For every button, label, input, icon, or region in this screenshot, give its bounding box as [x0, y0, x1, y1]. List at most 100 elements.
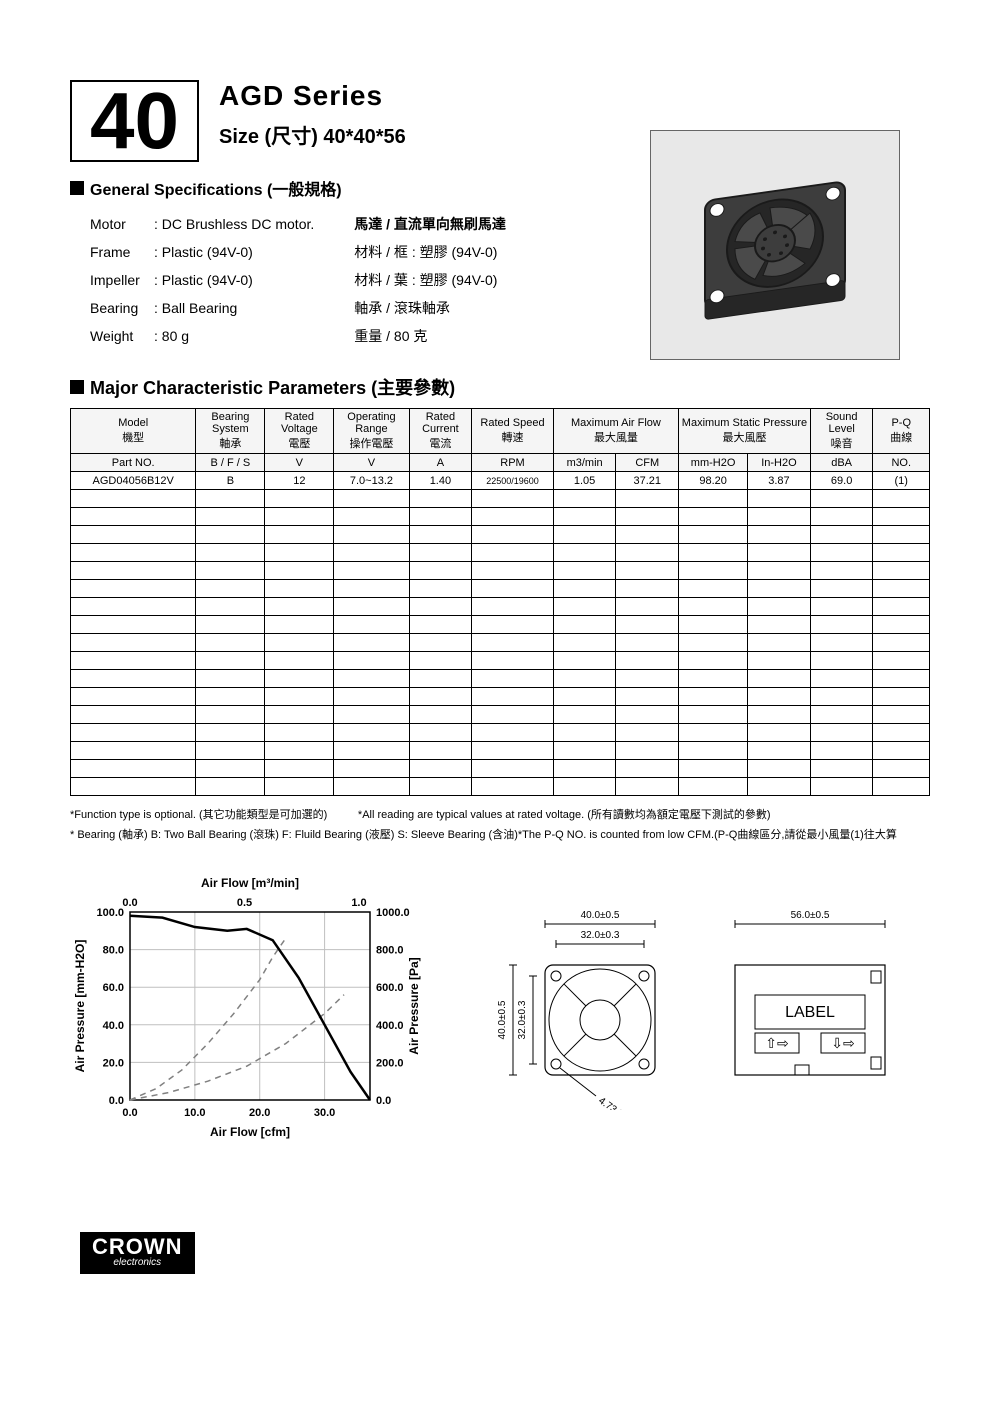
svg-text:Air Flow [cfm]: Air Flow [cfm]	[210, 1125, 290, 1139]
td-empty	[409, 742, 472, 760]
svg-text:0.0: 0.0	[109, 1095, 124, 1107]
td-empty	[553, 526, 616, 544]
footnote: *All reading are typical values at rated…	[358, 809, 771, 821]
svg-text:⇩⇨: ⇩⇨	[831, 1035, 855, 1051]
td-empty	[873, 616, 930, 634]
td-empty	[196, 580, 265, 598]
td-empty	[748, 580, 811, 598]
td-empty	[748, 490, 811, 508]
svg-text:32.0±0.3: 32.0±0.3	[581, 930, 620, 941]
svg-text:60.0: 60.0	[103, 982, 124, 994]
td-empty	[748, 652, 811, 670]
td-empty	[679, 706, 748, 724]
td-empty	[553, 760, 616, 778]
svg-text:0.5: 0.5	[237, 897, 252, 909]
logo-main: CROWN	[92, 1236, 183, 1258]
footnotes: *Function type is optional. (其它功能類型是可加選的…	[70, 806, 930, 846]
td-empty	[616, 724, 679, 742]
td-empty	[616, 670, 679, 688]
td-empty	[748, 526, 811, 544]
td-empty	[810, 508, 873, 526]
td-empty	[873, 526, 930, 544]
bottom-row: Air Flow [m³/min] 0.020.040.060.080.0100…	[70, 876, 930, 1145]
fan-icon	[675, 150, 875, 340]
td-empty	[873, 760, 930, 778]
td-empty	[616, 580, 679, 598]
th-cn: 噪音	[813, 435, 871, 451]
td-empty	[265, 508, 334, 526]
params-table: Model機型 Bearing System軸承 Rated Voltage電壓…	[70, 408, 930, 796]
td-empty	[265, 490, 334, 508]
td-empty	[472, 598, 554, 616]
td-empty	[748, 742, 811, 760]
td-empty	[196, 724, 265, 742]
general-spec-heading-text: General Specifications (一般規格)	[90, 176, 342, 200]
td-empty	[334, 760, 409, 778]
th-unit: Part NO.	[71, 454, 196, 472]
td-empty	[409, 634, 472, 652]
td-empty	[810, 634, 873, 652]
td: 69.0	[810, 472, 873, 490]
td-empty	[810, 688, 873, 706]
th-unit: NO.	[873, 454, 930, 472]
td: (1)	[873, 472, 930, 490]
svg-text:0.0: 0.0	[122, 1107, 137, 1119]
spec-value-cn: 馬達 / 直流單向無刷馬達	[354, 210, 506, 238]
td-empty	[409, 562, 472, 580]
table-row	[71, 778, 930, 796]
td-empty	[616, 562, 679, 580]
td-empty	[334, 742, 409, 760]
td: 98.20	[679, 472, 748, 490]
td-empty	[873, 490, 930, 508]
td-empty	[196, 616, 265, 634]
table-row	[71, 562, 930, 580]
td-empty	[873, 688, 930, 706]
td: 12	[265, 472, 334, 490]
brand-logo: CROWN electronics	[80, 1232, 195, 1274]
td-empty	[679, 760, 748, 778]
td-empty	[265, 778, 334, 796]
td-empty	[472, 778, 554, 796]
svg-text:40.0: 40.0	[103, 1019, 124, 1031]
td-empty	[616, 508, 679, 526]
table-row	[71, 544, 930, 562]
td-empty	[71, 706, 196, 724]
td-empty	[409, 526, 472, 544]
table-header-row-units: Part NO. B / F / S V V A RPM m3/min CFM …	[71, 454, 930, 472]
table-row	[71, 526, 930, 544]
table-row	[71, 670, 930, 688]
table-row	[71, 706, 930, 724]
table-row	[71, 724, 930, 742]
table-row	[71, 490, 930, 508]
td-empty	[265, 742, 334, 760]
td-empty	[748, 508, 811, 526]
svg-text:800.0: 800.0	[376, 944, 404, 956]
table-header-row-1: Model機型 Bearing System軸承 Rated Voltage電壓…	[71, 409, 930, 454]
spec-value: : Ball Bearing	[154, 300, 237, 316]
svg-text:⇧⇨: ⇧⇨	[765, 1035, 789, 1051]
td-empty	[196, 508, 265, 526]
td-empty	[71, 760, 196, 778]
th: Operating Range	[336, 411, 406, 435]
td-empty	[334, 652, 409, 670]
td-empty	[196, 490, 265, 508]
td-empty	[472, 490, 554, 508]
td-empty	[409, 598, 472, 616]
td-empty	[409, 544, 472, 562]
td-empty	[873, 724, 930, 742]
td-empty	[553, 580, 616, 598]
td-empty	[472, 634, 554, 652]
td-empty	[196, 544, 265, 562]
svg-text:LABEL: LABEL	[785, 1004, 835, 1021]
td-empty	[409, 724, 472, 742]
svg-text:400.0: 400.0	[376, 1019, 404, 1031]
size-title: Size (尺寸) 40*40*56	[219, 120, 406, 149]
td-empty	[553, 616, 616, 634]
td-empty	[334, 634, 409, 652]
spec-value: : Plastic (94V-0)	[154, 272, 253, 288]
td-empty	[196, 688, 265, 706]
td-empty	[472, 670, 554, 688]
table-row	[71, 598, 930, 616]
td-empty	[810, 652, 873, 670]
table-row	[71, 508, 930, 526]
